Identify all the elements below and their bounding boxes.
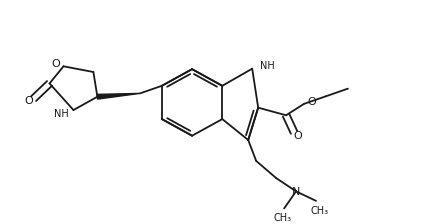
Text: NH: NH — [260, 61, 275, 71]
Polygon shape — [97, 93, 140, 99]
Text: NH: NH — [54, 109, 68, 119]
Text: O: O — [308, 97, 317, 107]
Text: O: O — [24, 96, 33, 106]
Text: N: N — [292, 187, 300, 197]
Text: CH₃: CH₃ — [311, 206, 329, 216]
Text: O: O — [51, 59, 60, 69]
Text: CH₃: CH₃ — [273, 213, 291, 223]
Text: O: O — [294, 131, 303, 141]
